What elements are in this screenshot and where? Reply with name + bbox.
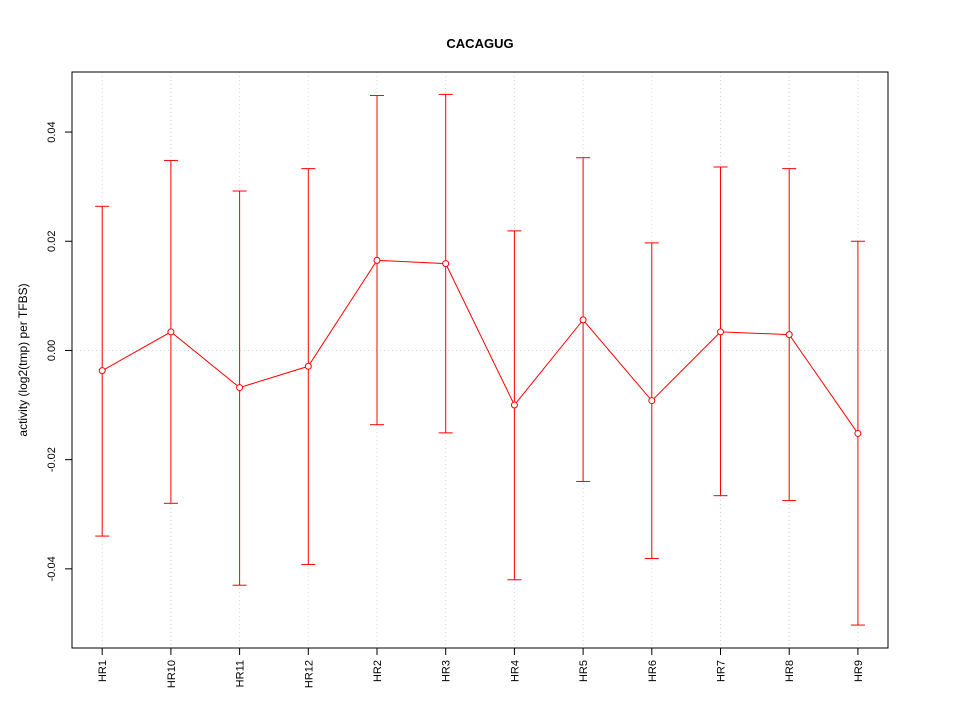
x-axis: HR1 HR10 HR11 HR12 HR2 HR3 HR4 HR5 HR6 HR7 HR8 HR9 (97, 648, 865, 688)
y-tick-label: -0.04 (46, 556, 58, 581)
data-point (373, 256, 381, 264)
x-tick-label: HR8 (784, 660, 796, 682)
data-point (304, 362, 312, 370)
data-point (717, 328, 724, 336)
x-tick-label: HR12 (303, 660, 315, 688)
y-axis: -0.04 -0.02 0.00 0.02 0.04 (46, 121, 72, 581)
x-tick-label: HR5 (578, 660, 590, 682)
series-line-layer (101, 259, 859, 434)
data-point (167, 328, 175, 336)
x-tick-label: HR2 (372, 660, 384, 682)
x-tick-label: HR1 (97, 660, 109, 682)
x-tick-label: HR9 (853, 660, 865, 682)
error-bars (95, 93, 865, 626)
x-tick-label: HR11 (235, 660, 247, 687)
data-point (648, 397, 656, 405)
plot-frame (71, 71, 889, 649)
y-tick-label: 0.02 (46, 231, 58, 252)
chart-title: CACAGUG (446, 36, 513, 51)
data-point (98, 367, 106, 375)
data-point (579, 316, 587, 324)
x-tick-label: HR10 (166, 660, 178, 688)
y-tick-label: 0.00 (46, 340, 58, 361)
grid-layer (72, 72, 888, 648)
data-point (236, 384, 244, 392)
data-point (854, 429, 862, 437)
data-points (98, 256, 862, 437)
y-tick-label: 0.04 (46, 121, 58, 142)
y-axis-label: activity (log2(tmp) per TFBS) (16, 283, 30, 436)
series-line (101, 259, 859, 434)
x-tick-label: HR3 (441, 660, 453, 682)
x-tick-label: HR4 (509, 660, 521, 682)
x-tick-label: HR6 (647, 660, 659, 682)
data-point (510, 401, 518, 409)
data-point (442, 260, 450, 268)
y-tick-label: -0.02 (46, 447, 58, 472)
x-tick-label: HR7 (716, 660, 728, 682)
data-point (785, 331, 793, 339)
